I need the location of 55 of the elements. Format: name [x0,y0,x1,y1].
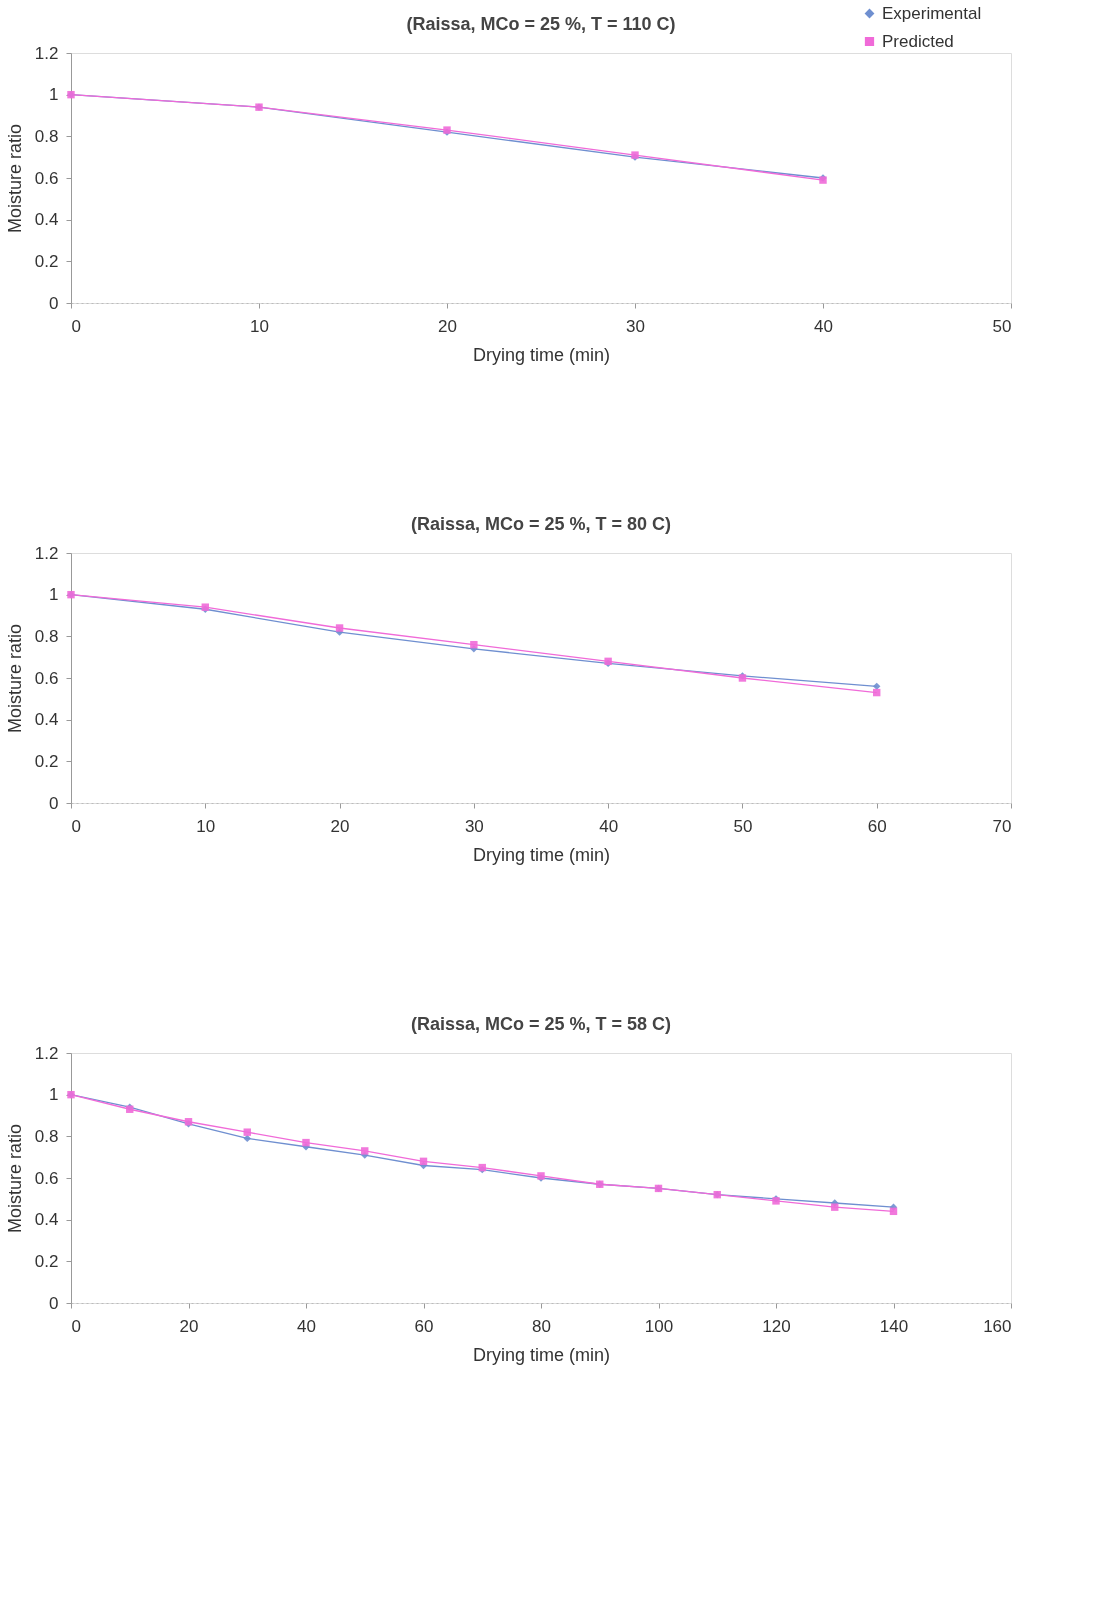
y-tick-label: 0.6 [34,1168,59,1188]
x-tick-label: 60 [414,1316,434,1336]
x-tick-label: 60 [867,816,887,836]
y-tick-label: 1 [49,1085,59,1105]
x-tick-label: 20 [179,1316,199,1336]
x-tick-label: 140 [879,1316,909,1336]
chart-title: (Raissa, MCo = 25 %, T = 110 C) [406,14,676,34]
y-tick-label: 1.2 [34,43,59,63]
y-tick-label: 0.2 [34,251,59,271]
x-tick-label: 10 [250,316,269,336]
x-tick-label: 0 [71,1316,81,1336]
y-tick-label: 0.4 [34,1210,59,1230]
legend-label: Experimental [882,3,982,23]
x-tick-label: 40 [599,816,619,836]
legend-label: Predicted [882,31,954,51]
y-tick-label: 1 [49,585,59,605]
x-tick-label: 40 [297,1316,316,1336]
x-tick-label: 30 [464,816,484,836]
chart-title: (Raissa, MCo = 25 %, T = 58 C) [410,1014,672,1034]
y-tick-label: 0 [49,1293,59,1313]
x-tick-label: 20 [330,816,350,836]
y-tick-label: 0.8 [34,126,59,146]
x-tick-label: 50 [733,816,753,836]
y-tick-label: 0.8 [34,626,59,646]
chart-title: (Raissa, MCo = 25 %, T = 80 C) [410,514,672,534]
x-tick-label: 20 [438,316,457,336]
x-tick-label: 0 [71,316,81,336]
y-tick-label: 0.6 [34,168,59,188]
y-axis-title: Moisture ratio [4,623,25,734]
y-tick-label: 0.4 [34,210,59,230]
y-tick-label: 0 [49,293,59,313]
y-tick-label: 1.2 [34,1043,59,1063]
x-tick-label: 100 [644,1316,674,1336]
x-tick-label: 80 [532,1316,551,1336]
x-tick-label: 40 [814,316,833,336]
y-tick-label: 1.2 [34,543,59,563]
y-tick-label: 0 [49,793,59,813]
y-tick-label: 0.8 [34,1126,59,1146]
y-tick-label: 0.4 [34,710,59,730]
x-tick-label: 50 [992,316,1012,336]
x-axis-title: Drying time (min) [472,1344,611,1365]
x-axis-title: Drying time (min) [472,344,611,365]
y-tick-label: 0.6 [34,668,59,688]
x-tick-label: 160 [983,1316,1012,1336]
x-tick-label: 70 [992,816,1012,836]
y-tick-label: 0.2 [34,1251,59,1271]
x-tick-label: 0 [71,816,81,836]
x-tick-label: 30 [626,316,645,336]
x-axis-title: Drying time (min) [472,844,611,865]
y-tick-label: 1 [49,85,59,105]
x-tick-label: 120 [762,1316,791,1336]
y-tick-label: 0.2 [34,751,59,771]
y-axis-title: Moisture ratio [4,123,25,234]
x-tick-label: 10 [196,816,216,836]
y-axis-title: Moisture ratio [4,1123,25,1234]
